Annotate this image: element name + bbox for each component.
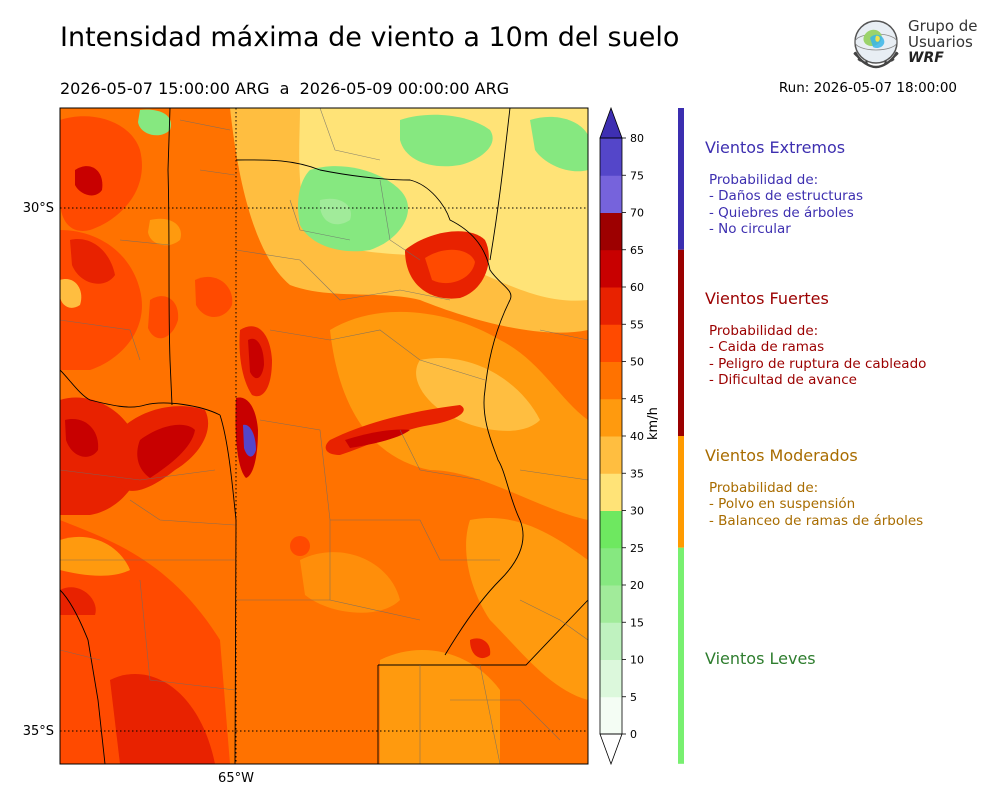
legend-bars <box>678 108 684 764</box>
colorbar-segment <box>600 324 622 362</box>
colorbar-segment <box>600 212 622 251</box>
colorbar-segment <box>600 175 622 213</box>
colorbar-segment <box>600 585 622 623</box>
colorbar-ticks: 0 5 10 15 20 25 30 35 40 45 50 55 60 65 70 75 80 <box>622 132 644 741</box>
lat-label-35s: 35°S <box>23 724 54 739</box>
logo-text: Grupo de Usuarios <box>908 17 978 51</box>
colorbar-tick-label: 40 <box>630 430 644 443</box>
colorbar-tick-label: 30 <box>630 505 644 518</box>
colorbar-tick-label: 5 <box>630 691 637 704</box>
legend-text-moderados: Probabilidad de: - Polvo en suspensión -… <box>709 480 924 529</box>
colorbar-tick-label: 75 <box>630 169 644 182</box>
colorbar-segment <box>600 547 622 586</box>
colorbar-tick-label: 35 <box>630 467 644 480</box>
colorbar-segment <box>600 659 622 698</box>
colorbar-segment <box>600 287 622 325</box>
legend-bar-extremos <box>678 108 684 250</box>
legend-title-moderados: Vientos Moderados <box>705 446 858 465</box>
colorbar-segment <box>600 436 622 474</box>
lat-label-30s: 30°S <box>23 201 54 216</box>
colorbar-segment <box>600 473 622 511</box>
map-title: Intensidad máxima de viento a 10m del su… <box>60 22 680 53</box>
colorbar-tick-label: 20 <box>630 579 644 592</box>
colorbar-segment <box>600 622 622 660</box>
colorbar-tick-label: 25 <box>630 542 644 555</box>
colorbar-tick-label: 60 <box>630 281 644 294</box>
map-frame <box>59 107 589 765</box>
colorbar-unit-label: km/h <box>646 407 661 440</box>
colorbar-extend-min <box>599 733 623 766</box>
colorbar-tick-label: 55 <box>630 318 644 331</box>
wind-intensity-field <box>60 108 588 764</box>
logo-brand: WRF <box>908 50 944 66</box>
legend-title-fuertes: Vientos Fuertes <box>705 289 829 308</box>
colorbar-segment <box>600 398 622 437</box>
legend-bar-moderados <box>678 436 684 548</box>
legend-text-fuertes: Probabilidad de: - Caida de ramas - Peli… <box>709 323 927 388</box>
colorbar-tick-label: 65 <box>630 244 644 257</box>
legend-text-extremos: Probabilidad de: - Daños de estructuras … <box>709 172 864 237</box>
legend-bar-leves <box>678 547 684 764</box>
colorbar-tick-label: 10 <box>630 654 644 667</box>
grupo-usuarios-wrf-logo: Grupo de Usuarios WRF <box>848 16 978 74</box>
globe-icon <box>853 20 899 69</box>
colorbar-segment <box>600 138 622 176</box>
colorbar-segment <box>600 510 622 549</box>
colorbar <box>599 106 623 766</box>
colorbar-tick-label: 0 <box>630 728 637 741</box>
colorbar-segment <box>600 361 622 400</box>
legend-title-extremos: Vientos Extremos <box>705 138 846 157</box>
legend-title-leves: Vientos Leves <box>705 649 816 668</box>
colorbar-tick-label: 80 <box>630 132 644 145</box>
colorbar-tick-label: 15 <box>630 616 644 629</box>
forecast-period: 2026-05-07 15:00:00 ARG a 2026-05-09 00:… <box>60 79 510 98</box>
colorbar-extend-max <box>599 106 623 139</box>
model-run: Run: 2026-05-07 18:00:00 <box>778 80 957 96</box>
colorbar-tick-label: 50 <box>630 356 644 369</box>
lon-label-65w: 65°W <box>218 771 254 786</box>
colorbar-segment <box>600 696 622 735</box>
colorbar-tick-label: 70 <box>630 207 644 220</box>
colorbar-segment <box>600 249 622 288</box>
legend-bar-fuertes <box>678 249 684 436</box>
colorbar-tick-label: 45 <box>630 393 644 406</box>
graticule <box>60 108 588 764</box>
